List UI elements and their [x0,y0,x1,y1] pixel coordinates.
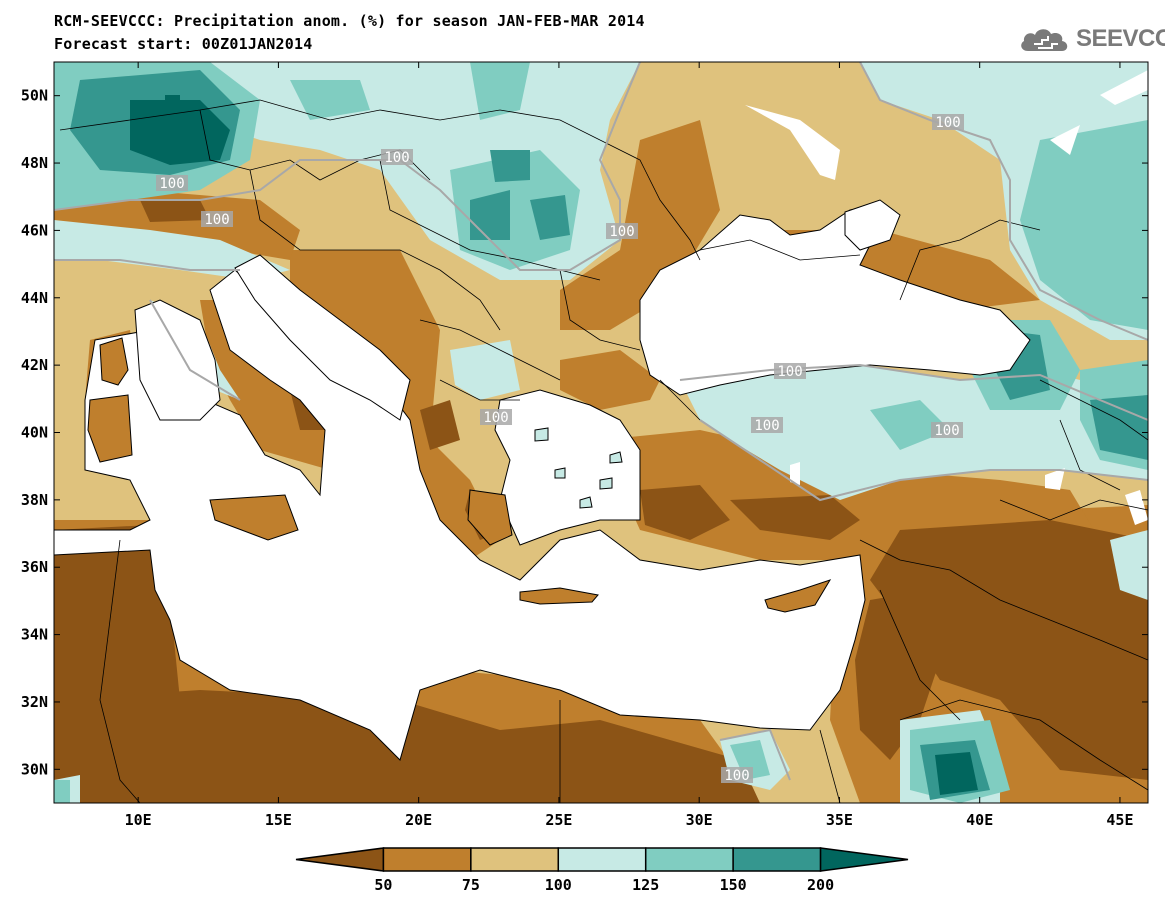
lon-tick-label: 25E [545,811,572,829]
lat-tick-label: 44N [21,289,48,307]
legend-swatch [470,847,560,872]
aegean-sea [494,389,641,546]
corsica-island [99,337,129,386]
legend-level-label: 200 [807,876,834,894]
lon-tick-label: 15E [265,811,292,829]
forecast-start-label: Forecast start: 00Z01JAN2014 [54,35,313,53]
country-borders [59,99,1148,803]
svg-text:100: 100 [724,768,749,784]
seevccc-logo: SEEVCCC [1018,22,1165,56]
svg-text:100: 100 [609,224,634,240]
legend-swatch [557,847,647,872]
lon-tick-label: 30E [686,811,713,829]
contour-100-label: 100 [201,211,233,228]
lon-tick-label: 45E [1106,811,1133,829]
svg-text:100: 100 [384,150,409,166]
lon-tick-label: 35E [826,811,853,829]
legend-level-label: 125 [632,876,659,894]
axes: 10E 15E 20E 25E 30E 35E 40E 45E 30N 32N 34N 36N 38N 4… [21,62,1148,829]
peloponnese [467,489,513,546]
contour-100-label: 100 [381,149,413,166]
lat-tick-label: 30N [21,760,48,778]
legend-swatch [382,847,472,872]
aegean-islet-1 [554,467,566,479]
svg-text:100: 100 [777,364,802,380]
contour-100-label: 100 [156,175,188,192]
azov-sea [844,199,901,251]
lat-tick-label: 50N [21,87,48,105]
legend-level-label: 150 [720,876,747,894]
legend-swatch-low-triangle [295,847,385,872]
lat-tick-label: 36N [21,558,48,576]
aegean-islet-2 [579,496,593,509]
svg-text:100: 100 [159,176,184,192]
aegean-islet-3 [609,451,623,464]
lat-tick-label: 32N [21,693,48,711]
legend-level-label: 75 [462,876,480,894]
sardinia-island [87,394,133,463]
lat-tick-label: 38N [21,491,48,509]
tyrrhenian-sea [134,299,221,421]
contour-100-label: 100 [774,363,806,380]
sea-areas [54,199,1031,761]
legend-swatch-high-triangle [819,847,909,872]
contour-100-label: 100 [606,223,638,240]
cloud-icon [1021,29,1068,51]
lon-tick-label: 40E [966,811,993,829]
lon-tick-label: 20E [405,811,432,829]
contour-100-label: 100 [721,767,753,784]
lat-tick-label: 48N [21,154,48,172]
contour-100-lines [54,62,1148,781]
legend-level-label: 100 [545,876,572,894]
svg-text:100: 100 [483,410,508,426]
aegean-islet-4 [534,427,549,442]
svg-text:100: 100 [935,115,960,131]
contour-100-label: 100 [932,114,964,131]
svg-text:100: 100 [204,212,229,228]
lat-tick-label: 34N [21,626,48,644]
lon-tick-label: 10E [125,811,152,829]
svg-text:100: 100 [754,418,779,434]
legend-swatch [644,847,734,872]
logo-text: SEEVCCC [1076,25,1165,52]
crete-island [519,587,599,605]
map-title: RCM-SEEVCCC: Precipitation anom. (%) for… [54,12,645,30]
aegean-islet-5 [599,477,613,490]
mediterranean-sea [54,269,866,761]
sicily-island [209,494,299,541]
islands [87,337,832,613]
lat-tick-label: 42N [21,356,48,374]
color-legend: 50 75 100 125 150 200 [295,847,909,894]
cyprus-island [764,579,832,613]
contour-100-label: 100 [480,409,512,426]
svg-text:100: 100 [934,423,959,439]
anomaly-lt50-zones [54,200,1148,803]
contour-labels: 100 100 100 100 100 100 100 100 100 100 [156,114,964,784]
legend-swatch [732,847,822,872]
lat-tick-label: 46N [21,221,48,239]
contour-100-label: 100 [931,422,963,439]
black-sea [639,204,1031,396]
legend-level-label: 50 [374,876,392,894]
adriatic-sea [234,254,411,421]
lat-tick-label: 40N [21,424,48,442]
contour-100-label: 100 [751,417,783,434]
